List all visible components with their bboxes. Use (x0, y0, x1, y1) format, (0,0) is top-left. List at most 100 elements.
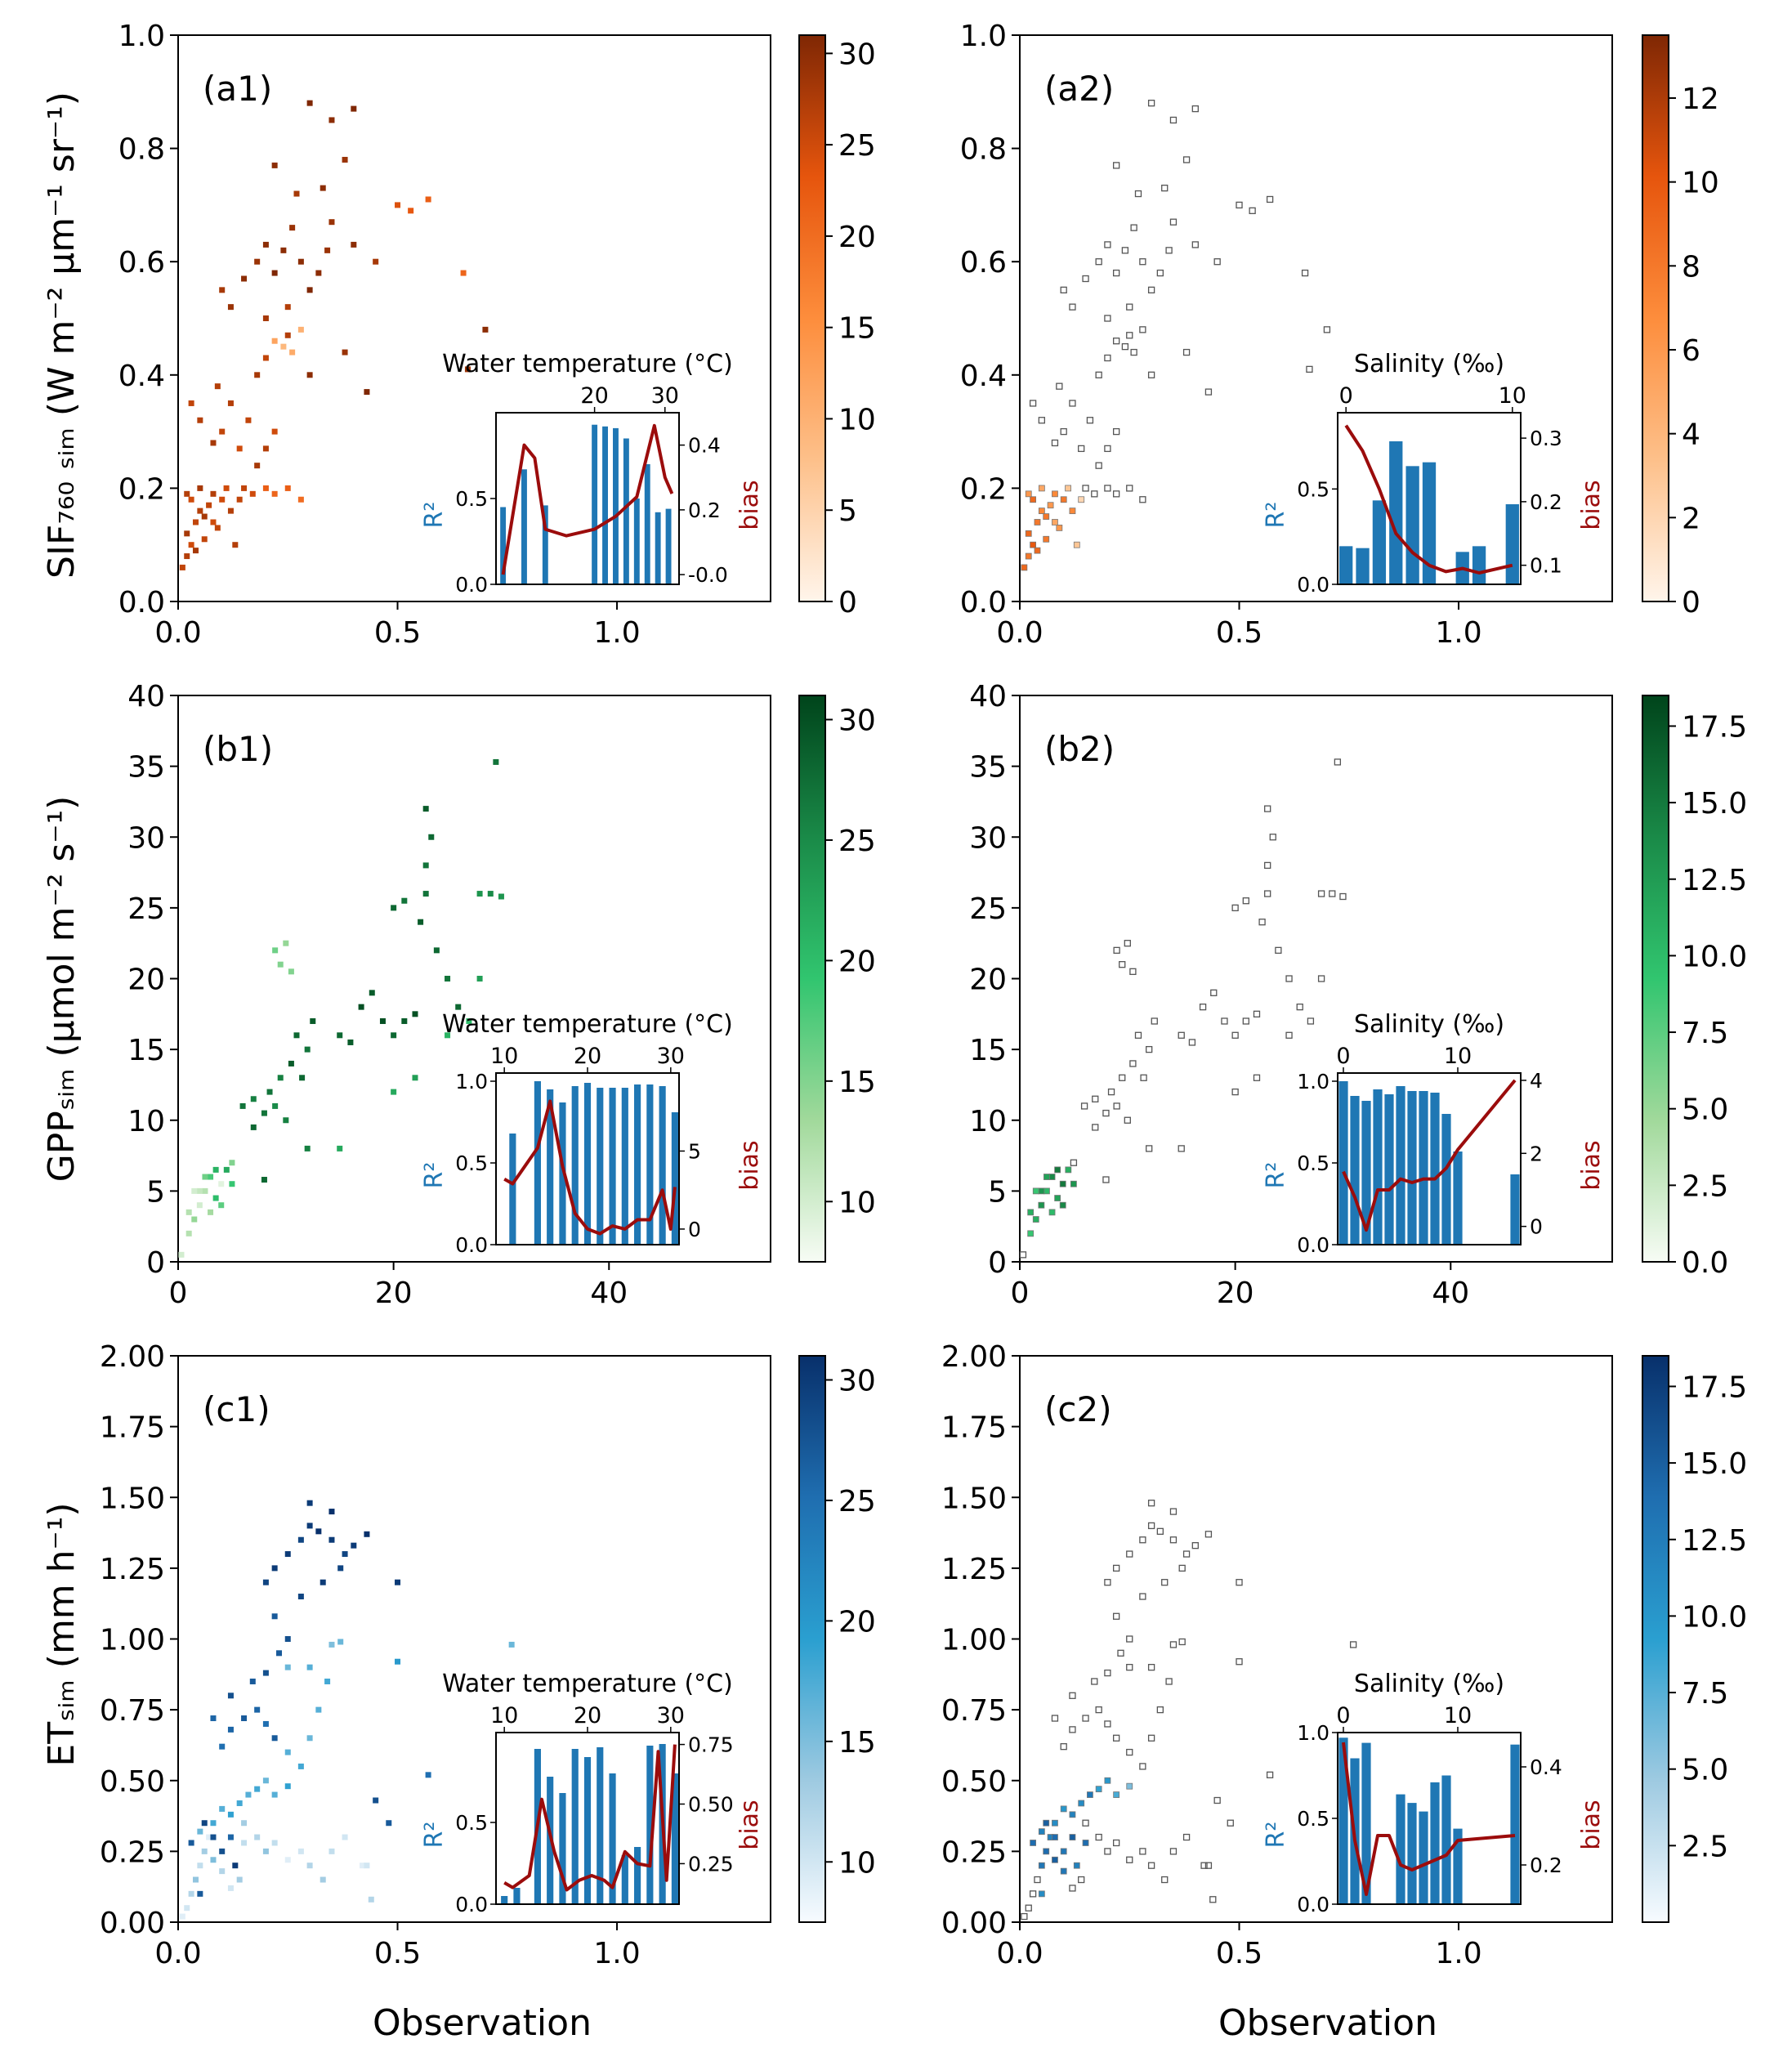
colorbar-tick-label: 5.0 (1682, 1754, 1728, 1787)
inset-title: Water temperature (°C) (442, 1010, 733, 1039)
data-point (1231, 1088, 1239, 1096)
data-point (1139, 496, 1146, 503)
data-point (1025, 490, 1032, 498)
inset-bar (609, 1773, 616, 1904)
data-point (1027, 1209, 1035, 1216)
inset-bias-tick-label: 0 (1530, 1215, 1543, 1239)
panel-a1: 0.00.20.40.60.81.00.0 0.5 1.0(a1)051015202… (118, 20, 876, 650)
data-point (1146, 1045, 1153, 1053)
data-point (364, 1531, 370, 1537)
data-point (1139, 1848, 1146, 1855)
data-point (306, 1500, 313, 1506)
data-point (1060, 1743, 1067, 1751)
data-point (262, 355, 269, 361)
data-point (373, 258, 379, 265)
data-point (1147, 1734, 1155, 1742)
x-tick-label: 0.0 (154, 616, 201, 650)
data-point (206, 1834, 212, 1840)
colorbar-tick-label: 30 (838, 1364, 876, 1397)
inset-bar (559, 1793, 566, 1904)
inset-x-tick-label: 10 (1444, 1044, 1472, 1069)
data-point (241, 485, 248, 491)
data-point (1043, 1819, 1050, 1827)
data-point (342, 1834, 348, 1840)
inset-bar (542, 505, 548, 584)
data-point (262, 1720, 269, 1727)
data-point (227, 1726, 234, 1733)
inset-bar (659, 1086, 666, 1245)
data-point (289, 349, 296, 356)
inset-r2-label: R² (1262, 1162, 1290, 1189)
inset-bar (609, 1088, 616, 1245)
inset-bar (1510, 1174, 1520, 1245)
inset-bar (665, 508, 672, 584)
data-point (201, 1848, 208, 1854)
data-point (1113, 946, 1120, 954)
inset-bar (500, 507, 507, 584)
data-point (1082, 275, 1089, 283)
colorbar-gradient (1642, 1355, 1669, 1923)
data-point (342, 156, 348, 163)
data-point (202, 1187, 208, 1194)
data-point (227, 508, 234, 514)
data-point (1038, 1187, 1045, 1195)
data-point (1069, 1885, 1076, 1892)
data-point (184, 490, 190, 497)
colorbar-tick-label: 17.5 (1682, 1371, 1747, 1404)
data-point (1126, 1748, 1133, 1756)
data-point (1178, 1638, 1186, 1646)
data-point (1112, 269, 1120, 277)
data-point (1034, 519, 1041, 525)
data-point (1104, 485, 1111, 492)
data-point (1121, 247, 1129, 254)
data-point (1161, 184, 1169, 192)
data-point (1221, 1017, 1228, 1025)
inset-x-tick-label: 10 (1444, 1703, 1472, 1728)
data-point (1139, 1536, 1146, 1544)
data-point (360, 1862, 366, 1869)
y-tick-label: 20 (969, 964, 1007, 997)
data-point (368, 1896, 374, 1903)
colorbar-tick-label: 10.0 (1682, 1600, 1747, 1634)
x-tick-label: 0.5 (374, 616, 421, 650)
data-point (1156, 1706, 1164, 1714)
data-point (1038, 1890, 1045, 1898)
data-point (1059, 1201, 1066, 1209)
data-point (1060, 427, 1067, 436)
inset-bar (1350, 1096, 1360, 1245)
data-point (1029, 400, 1037, 407)
inset-bias-tick-label: 0.25 (688, 1852, 734, 1876)
colorbar-tick-label: 20 (838, 945, 876, 978)
inset-frame (1337, 412, 1522, 585)
data-point (1147, 1522, 1155, 1530)
data-point (1130, 348, 1137, 356)
y-tick-label: 0.25 (941, 1836, 1007, 1869)
inset: 10 20 30 Water temperature (°C) 0.0 0.5 1.0 R² 0… (420, 1010, 764, 1257)
y-tick-label: 0 (146, 1246, 165, 1280)
data-point (306, 1664, 313, 1670)
data-point (218, 1181, 225, 1187)
inset-bias-tick-label: 0 (688, 1218, 701, 1241)
data-point (315, 1706, 322, 1713)
data-point (1134, 1031, 1142, 1039)
x-tick-label: 40 (590, 1277, 628, 1310)
data-point (1242, 1017, 1249, 1025)
panel-label: (b1) (203, 729, 273, 769)
data-point (328, 219, 335, 226)
y-tick-label: 0.0 (118, 586, 165, 619)
data-point (1043, 1187, 1050, 1195)
data-point (1060, 1848, 1067, 1855)
colorbar: 2.5 5.0 7.5 10.0 12.5 15.0 17.5 (1642, 1355, 1747, 1923)
data-point (1029, 1890, 1037, 1898)
data-point (1112, 338, 1120, 345)
inset-bar (671, 1773, 678, 1904)
x-tick-label: 0 (1011, 1277, 1030, 1310)
data-point (306, 372, 313, 378)
inset-bar (597, 1747, 604, 1904)
data-point (1129, 968, 1137, 975)
data-point (297, 496, 304, 503)
inset-x-tick-label: 0 (1336, 1044, 1350, 1069)
colorbar-tick-label: 12.5 (1682, 1524, 1747, 1558)
data-point (1104, 1720, 1111, 1728)
data-point (210, 440, 217, 446)
